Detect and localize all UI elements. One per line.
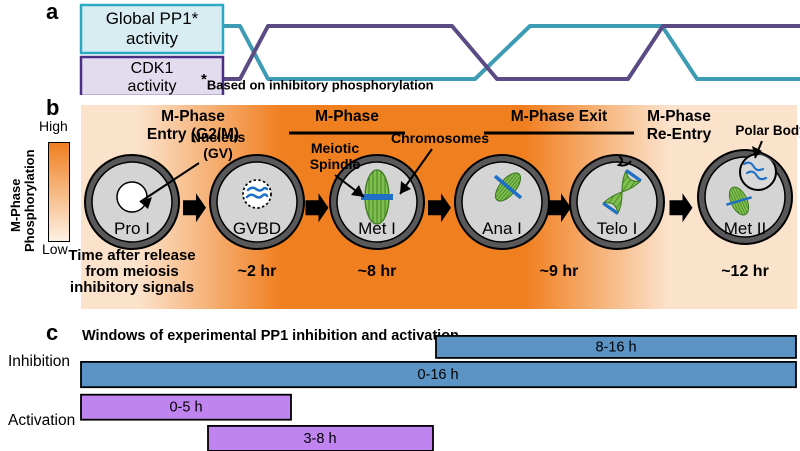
svg-text:activity: activity [126,29,178,48]
svg-text:~2 hr: ~2 hr [238,263,277,280]
svg-text:Pro I: Pro I [114,219,150,238]
svg-text:8-16 h: 8-16 h [595,340,636,356]
svg-text:GVBD: GVBD [233,219,281,238]
svg-text:Meiotic: Meiotic [311,140,359,156]
svg-text:activity: activity [128,78,177,95]
svg-text:3-8 h: 3-8 h [303,431,336,447]
svg-text:Polar Body: Polar Body [735,123,800,138]
svg-text:Nucleus: Nucleus [191,129,246,145]
svg-text:~12 hr: ~12 hr [721,263,769,280]
svg-text:M-Phase: M-Phase [161,108,225,125]
svg-text:Spindle: Spindle [310,156,361,172]
svg-text:(GV): (GV) [203,145,233,161]
svg-text:Re-Entry: Re-Entry [647,126,712,143]
svg-text:inhibitory signals: inhibitory signals [70,279,194,296]
svg-text:Chromosomes: Chromosomes [391,130,489,146]
svg-text:Time after release: Time after release [68,247,195,264]
svg-text:from meiosis: from meiosis [85,263,178,280]
svg-text:Met II: Met II [724,219,767,238]
svg-text:M-Phase: M-Phase [647,108,711,125]
svg-text:Global PP1*: Global PP1* [106,9,199,28]
svg-text:~9 hr: ~9 hr [540,263,579,280]
svg-text:Ana I: Ana I [482,219,522,238]
svg-text:M-Phase Exit: M-Phase Exit [511,108,607,125]
svg-text:~8 hr: ~8 hr [358,263,397,280]
svg-text:CDK1: CDK1 [131,60,174,77]
svg-text:0-5 h: 0-5 h [169,400,202,416]
svg-text:M-Phase: M-Phase [315,108,379,125]
svg-text:Met I: Met I [358,219,396,238]
svg-text:0-16 h: 0-16 h [417,367,458,383]
svg-text:Telo I: Telo I [597,219,638,238]
